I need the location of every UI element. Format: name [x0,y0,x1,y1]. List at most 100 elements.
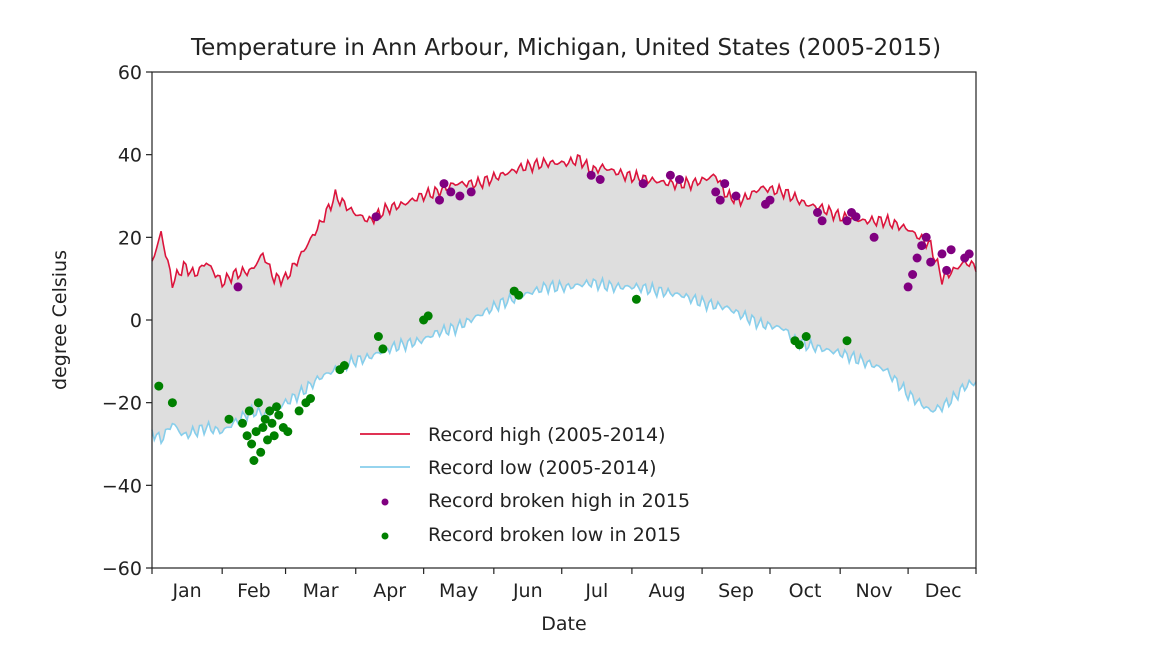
broken-high-point [942,265,952,275]
y-tick-label: 20 [118,227,142,249]
x-tick-label: Jan [171,580,201,602]
x-tick-label: May [439,580,478,602]
broken-low-point [258,423,268,432]
broken-high-point [586,170,596,180]
broken-high-point [813,208,822,217]
broken-high-point [731,191,741,201]
y-tick-label: 60 [118,62,142,84]
broken-high-point [466,187,476,197]
x-tick-label: Feb [237,580,271,602]
broken-low-point [306,394,315,403]
x-tick-label: Apr [373,580,406,602]
temperature-range-band [152,155,976,444]
y-axis-label: degree Celsius [49,250,71,390]
y-axis: 60 40 20 0 −20 −40 −60 [102,62,152,580]
broken-low-point [238,418,247,428]
broken-high-point [665,170,675,180]
record-high-line [151,153,977,289]
broken-high-point [903,282,913,292]
broken-high-point [851,212,861,222]
broken-high-point [869,232,879,242]
broken-low-point [244,406,254,416]
legend-label-record-high: Record high (2005-2014) [428,424,666,446]
broken-low-point [378,344,388,354]
broken-high-point [917,241,927,251]
y-tick-label: −60 [102,558,142,580]
broken-low-point [339,361,349,370]
record-low-line [151,275,977,446]
broken-low-point [167,398,177,408]
broken-low-point [294,406,304,416]
legend-label-broken-low: Record broken low in 2015 [428,524,681,546]
x-tick-label: Jun [512,580,543,602]
broken-high-point [765,195,775,205]
broken-low-point [265,406,275,416]
broken-high-point [439,179,449,189]
broken-low-point [242,431,252,441]
broken-low-point [283,427,293,437]
y-tick-label: −20 [102,393,142,415]
broken-low-point [247,439,257,449]
legend: Record high (2005-2014) Record low (2005… [360,424,690,546]
broken-high-point [595,175,605,184]
broken-low-point [267,418,277,428]
broken-low-point [631,294,641,304]
broken-low-point [260,414,270,424]
legend-swatch-broken-high [381,498,389,506]
y-tick-label: 0 [130,310,142,332]
broken-high-point [715,195,725,205]
broken-high-point [435,195,444,205]
broken-low-point [256,447,266,457]
broken-low-point [423,311,433,321]
x-tick-label: Sep [718,580,754,602]
broken-high-point [937,249,947,259]
broken-low-point [801,332,811,341]
legend-label-broken-high: Record broken high in 2015 [428,490,690,512]
broken-high-point [926,257,936,267]
broken-low-point [794,340,804,350]
x-axis: Jan Feb Mar Apr May Jun Jul Aug Sep Oct Nov Dec [151,568,977,602]
x-tick-label: Jul [584,580,608,602]
broken-high-point [371,212,381,222]
broken-low-point [269,431,279,441]
broken-high-point [233,282,243,292]
x-axis-label: Date [541,613,586,635]
broken-low-point [842,336,852,346]
legend-label-record-low: Record low (2005-2014) [428,457,657,479]
broken-high-point [817,216,827,226]
x-tick-label: Aug [648,580,685,602]
y-tick-label: 40 [118,145,142,167]
legend-swatch-broken-low [381,532,389,540]
broken-low-point [154,381,164,391]
broken-high-point [921,232,931,242]
broken-high-point [946,245,956,255]
broken-low-point [253,398,263,408]
broken-low-point [373,332,383,341]
y-tick-label: −40 [102,475,142,497]
broken-high-point [720,179,730,189]
broken-low-point [274,410,284,420]
plot-area [151,71,977,569]
broken-high-point [908,270,918,279]
broken-low-point [224,414,234,424]
broken-low-point [514,290,524,300]
broken-low-point [249,456,259,465]
broken-high-point [711,187,721,197]
x-tick-label: Nov [856,580,893,602]
broken-low-point [272,402,281,412]
x-tick-label: Oct [789,580,822,602]
broken-high-point [964,249,974,259]
broken-high-point [455,191,465,201]
chart-title: Temperature in Ann Arbour, Michigan, Uni… [190,35,941,61]
broken-high-points [233,170,974,292]
broken-high-point [638,179,648,189]
broken-high-point [675,175,684,184]
broken-low-point [251,427,261,437]
broken-low-points [154,286,852,465]
broken-high-point [842,216,852,226]
broken-high-point [446,187,456,197]
x-tick-label: Dec [925,580,962,602]
broken-low-point [263,435,272,445]
broken-high-point [912,253,922,263]
